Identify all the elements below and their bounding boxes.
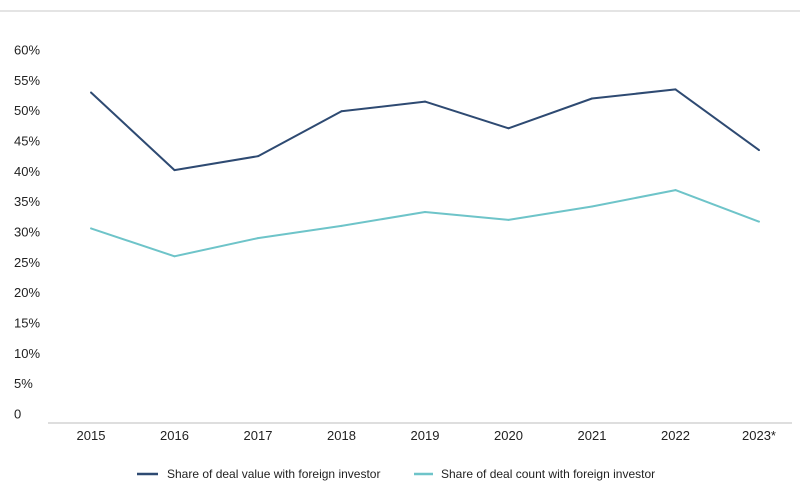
x-tick-label: 2022 bbox=[661, 428, 690, 443]
series-0-point bbox=[257, 155, 259, 158]
series-0-point bbox=[424, 100, 426, 103]
y-tick-label: 50% bbox=[14, 103, 40, 118]
series-1-point bbox=[424, 210, 426, 213]
series-1-point bbox=[340, 224, 343, 227]
legend-label-deal-value: Share of deal value with foreign investo… bbox=[167, 467, 380, 481]
legend-label-deal-count: Share of deal count with foreign investo… bbox=[441, 467, 655, 481]
series-1-point bbox=[507, 218, 510, 221]
y-tick-label: 45% bbox=[14, 134, 40, 149]
series-0-point bbox=[173, 169, 176, 172]
series-0-point bbox=[758, 149, 760, 152]
series-1-point bbox=[257, 237, 259, 240]
y-tick-label: 40% bbox=[14, 164, 40, 179]
series-1-point bbox=[674, 189, 677, 192]
x-tick-label: 2015 bbox=[77, 428, 106, 443]
x-tick-label: 2018 bbox=[327, 428, 356, 443]
series-0-point bbox=[591, 97, 593, 100]
x-tick-label: 2017 bbox=[244, 428, 273, 443]
y-tick-label: 25% bbox=[14, 255, 40, 270]
series-0-point bbox=[90, 91, 92, 94]
series-0-point bbox=[674, 88, 677, 91]
x-tick-label: 2016 bbox=[160, 428, 189, 443]
legend: Share of deal value with foreign investo… bbox=[137, 467, 655, 481]
series-1-point bbox=[90, 227, 92, 230]
y-axis: 0 5% 10% 15% 20% 25% 30% 35% 40% 45% 50% 55% 60% bbox=[14, 43, 40, 422]
series-layer bbox=[90, 88, 760, 258]
y-tick-label: 30% bbox=[14, 225, 40, 240]
series-1-point bbox=[173, 255, 176, 258]
y-tick-label: 10% bbox=[14, 346, 40, 361]
y-tick-label: 15% bbox=[14, 316, 40, 331]
y-tick-label: 35% bbox=[14, 194, 40, 209]
series-line-1 bbox=[90, 189, 760, 258]
y-tick-label: 60% bbox=[14, 43, 40, 58]
x-tick-label: 2021 bbox=[578, 428, 607, 443]
series-1-point bbox=[758, 220, 760, 223]
x-tick-label: 2023* bbox=[742, 428, 776, 443]
x-tick-label: 2020 bbox=[494, 428, 523, 443]
y-tick-label: 55% bbox=[14, 73, 40, 88]
series-0-point bbox=[340, 110, 343, 113]
x-tick-label: 2019 bbox=[411, 428, 440, 443]
x-axis: 2015 2016 2017 2018 2019 2020 2021 2022 2023* bbox=[77, 428, 776, 443]
series-1-point bbox=[591, 205, 593, 208]
series-0-point bbox=[507, 127, 510, 130]
y-tick-label: 20% bbox=[14, 285, 40, 300]
y-tick-label: 0 bbox=[14, 407, 21, 422]
y-tick-label: 5% bbox=[14, 376, 33, 391]
